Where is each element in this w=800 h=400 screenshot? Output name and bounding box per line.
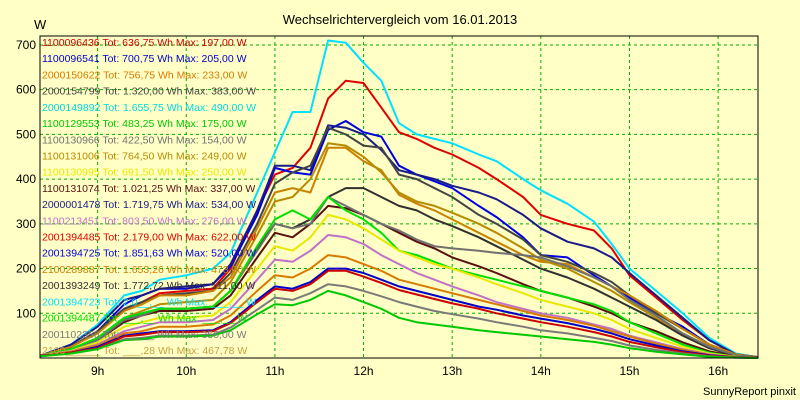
series-line — [39, 196, 759, 359]
series-line — [39, 39, 759, 359]
y-axis-ticks: 100 200 300 400 500 600 700 — [16, 38, 36, 320]
legend-entry: 1100130966 Tot: 422,50 Wh Max: 154,00 W — [42, 134, 247, 146]
series-lines — [39, 39, 759, 359]
y-tick-label: 600 — [16, 83, 36, 97]
legend-entry: 2000150622 Tot: 756,75 Wh Max: 233,00 W — [42, 69, 247, 81]
legend: 1100096436 Tot: 636,75 Wh Max: 197,00 W 1… — [42, 37, 256, 357]
legend-entry: 2001394725 Tot: 1.851,63 Wh Max: 520,00 … — [42, 248, 256, 260]
series-line — [39, 289, 759, 359]
legend-entry: 2001102356 Tot: ___,__ Wh Max: 356,00 W — [42, 329, 247, 341]
legend-entry: 1100096541 Tot: 700,75 Wh Max: 205,00 W — [42, 53, 247, 65]
series-line — [39, 142, 759, 359]
legend-entry: 1100213451 Tot: 803,50 Wh Max: 276,00 W — [42, 215, 247, 227]
x-tick-label: 10h — [176, 364, 196, 378]
x-tick-label: 15h — [619, 364, 639, 378]
series-line — [39, 213, 759, 359]
legend-entry: 1100096436 Tot: 636,75 Wh Max: 197,00 W — [42, 37, 247, 49]
legend-entry: 2000149892 Tot: 1.655,75 Wh Max: 490,00 … — [42, 102, 256, 114]
x-tick-label: 9h — [91, 364, 104, 378]
x-tick-label: 13h — [442, 364, 462, 378]
series-line — [39, 79, 759, 359]
x-axis-ticks: 9h 10h 11h 12h 13h 14h 15h 16h — [91, 364, 728, 378]
legend-entry: 1100130995 Tot: 691,50 Wh Max: 250,00 W — [42, 167, 247, 179]
y-tick-label: 400 — [16, 172, 36, 186]
series-line — [39, 234, 759, 359]
plot-frame — [39, 35, 759, 359]
y-axis-label: W — [34, 17, 47, 32]
x-tick-label: 12h — [354, 364, 374, 378]
legend-entry: 2000001478 Tot: 1.719,75 Wh Max: 534,00 … — [42, 199, 256, 211]
legend-entry: 2001393249 Tot: 1.772,72 Wh Max: 511,00 … — [42, 280, 255, 292]
y-tick-label: 100 — [16, 306, 36, 320]
y-tick-label: 700 — [16, 38, 36, 52]
legend-entry: 2001394723 Tot: 2.0__,__ Wh Max: ___,__ … — [42, 296, 256, 308]
x-tick-label: 16h — [708, 364, 728, 378]
legend-entry: 2001394485 Tot: 2.179,00 Wh Max: 622,00 … — [42, 232, 256, 244]
legend-entry: 2100______ Tot: ___,28 Wh Max: 467,78 W — [42, 345, 247, 357]
x-tick-label: 11h — [265, 364, 284, 378]
legend-entry: 2000154799 Tot: 1.320,00 Wh Max: 383,00 … — [42, 86, 256, 98]
legend-entry: 1100129553 Tot: 483,25 Wh Max: 175,00 W — [42, 118, 247, 130]
y-tick-label: 300 — [16, 217, 36, 231]
legend-entry: 1100131006 Tot: 764,50 Wh Max: 249,00 W — [42, 151, 247, 163]
x-tick-label: 14h — [531, 364, 551, 378]
series-line — [39, 126, 759, 359]
y-tick-label: 200 — [16, 262, 36, 276]
legend-entry: 2100289887 Tot: 1.653,26 Wh Max: 473,00 … — [42, 264, 256, 276]
series-line — [39, 254, 759, 359]
legend-entry: 2001394487 Tot: ___,__ Wh Max: ___,__ W — [42, 313, 247, 325]
y-tick-label: 500 — [16, 127, 36, 141]
footer-credit: SunnyReport pinxit — [703, 386, 796, 398]
series-line — [39, 269, 759, 359]
chart-title: Wechselrichtervergleich vom 16.01.2013 — [283, 12, 518, 27]
legend-entry: 1100131074 Tot: 1.021,25 Wh Max: 337,00 … — [42, 183, 255, 195]
